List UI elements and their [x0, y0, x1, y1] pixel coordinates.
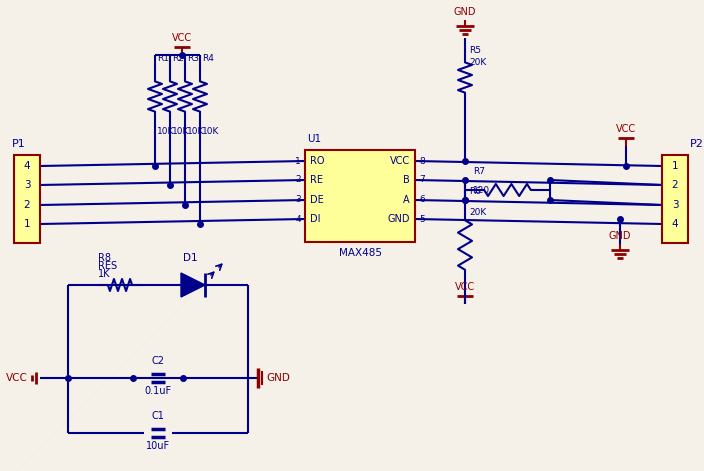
Text: MAX485: MAX485 [339, 248, 382, 258]
Text: 7: 7 [419, 176, 425, 185]
Text: D1: D1 [182, 253, 197, 263]
Polygon shape [181, 273, 205, 297]
Text: 1: 1 [295, 156, 301, 165]
Text: VCC: VCC [390, 156, 410, 166]
Text: GND: GND [266, 373, 290, 383]
Text: 2: 2 [24, 200, 30, 210]
Text: C1: C1 [151, 411, 165, 421]
Text: R6: R6 [469, 187, 481, 196]
Text: R5: R5 [469, 46, 481, 55]
Text: RO: RO [310, 156, 325, 166]
Text: 10K: 10K [187, 127, 204, 136]
Text: GND: GND [609, 231, 631, 241]
Text: 120: 120 [473, 186, 490, 195]
Text: RE: RE [310, 175, 323, 185]
Text: 20K: 20K [469, 208, 486, 217]
Text: 10K: 10K [172, 127, 189, 136]
Text: 3: 3 [24, 180, 30, 190]
Text: 4: 4 [672, 219, 679, 229]
Text: 10uF: 10uF [146, 441, 170, 451]
Text: A: A [403, 195, 410, 205]
Bar [14, 155, 40, 243]
Text: R3: R3 [187, 54, 199, 63]
Text: 3: 3 [672, 200, 679, 210]
Text: 0.1uF: 0.1uF [144, 386, 172, 396]
Text: 1K: 1K [98, 269, 111, 279]
Text: P1: P1 [12, 139, 26, 149]
Text: DI: DI [310, 214, 320, 224]
Text: 10K: 10K [202, 127, 220, 136]
Text: 5: 5 [419, 214, 425, 224]
Text: 6: 6 [419, 195, 425, 204]
Text: 3: 3 [295, 195, 301, 204]
Text: DE: DE [310, 195, 324, 205]
Text: R2: R2 [172, 54, 184, 63]
Text: VCC: VCC [616, 124, 636, 134]
Text: 4: 4 [296, 214, 301, 224]
Text: RES: RES [98, 261, 117, 271]
Text: VCC: VCC [455, 282, 475, 292]
Text: 2: 2 [296, 176, 301, 185]
Text: GND: GND [387, 214, 410, 224]
Text: B: B [403, 175, 410, 185]
Text: 8: 8 [419, 156, 425, 165]
Text: 4: 4 [24, 161, 30, 171]
Text: 1: 1 [672, 161, 679, 171]
Text: R8: R8 [98, 253, 111, 263]
Text: R7: R7 [473, 167, 485, 176]
Text: VCC: VCC [172, 33, 192, 43]
Text: R4: R4 [202, 54, 214, 63]
Text: 10K: 10K [157, 127, 175, 136]
Text: GND: GND [454, 7, 476, 17]
Text: VCC: VCC [6, 373, 28, 383]
Bar [662, 155, 688, 243]
Text: 1: 1 [24, 219, 30, 229]
Text: 2: 2 [672, 180, 679, 190]
Text: U1: U1 [307, 134, 321, 144]
Text: 20K: 20K [469, 58, 486, 67]
Text: C2: C2 [151, 356, 165, 366]
Text: R1: R1 [157, 54, 169, 63]
Text: P2: P2 [690, 139, 704, 149]
Bar [305, 150, 415, 242]
